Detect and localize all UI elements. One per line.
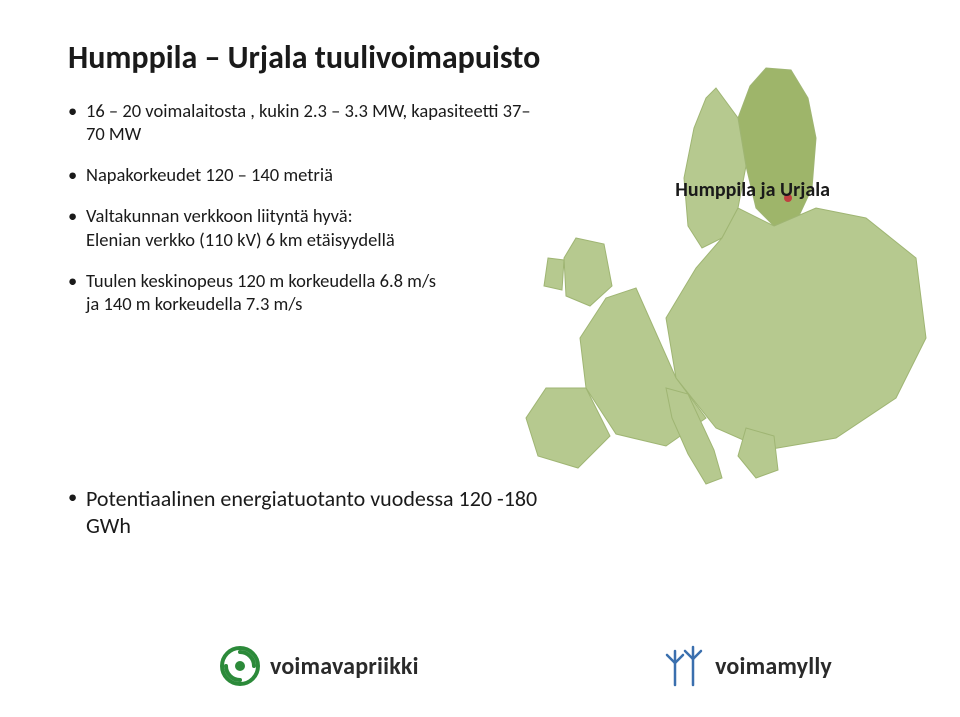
bullet-item: Tuulen keskinopeus 120 m korkeudella 6.8…	[68, 269, 538, 315]
bullet-item: 16 – 20 voimalaitosta , kukin 2.3 – 3.3 …	[68, 99, 538, 145]
slide: Humppila – Urjala tuulivoimapuisto 16 – …	[0, 0, 960, 717]
logos-row: voimavapriikki voimamylly	[0, 645, 960, 687]
bullet-item: Napakorkeudet 120 – 140 metriä	[68, 163, 538, 186]
bullet-text: Potentiaalinen energiatuotanto vuodessa …	[86, 485, 537, 540]
bullet-text: Napakorkeudet 120 – 140 metriä	[86, 163, 333, 186]
logo-text: voimamylly	[715, 652, 832, 681]
map-svg	[516, 58, 936, 498]
bullet-item: Valtakunnan verkkoon liityntä hyvä: Elen…	[68, 204, 538, 250]
bullet-text: 16 – 20 voimalaitosta , kukin 2.3 – 3.3 …	[86, 99, 531, 145]
logo-voimavapriikki: voimavapriikki	[220, 646, 419, 686]
bullet-item: Potentiaalinen energiatuotanto vuodessa …	[68, 485, 538, 540]
windmill-icon	[663, 645, 705, 687]
bullet-text: Tuulen keskinopeus 120 m korkeudella 6.8…	[86, 269, 436, 315]
europe-map: Humppila ja Urjala	[516, 58, 936, 498]
swirl-icon	[220, 646, 260, 686]
bullet-text: Valtakunnan verkkoon liityntä hyvä: Elen…	[86, 204, 395, 250]
logo-voimamylly: voimamylly	[663, 645, 832, 687]
map-label: Humppila ja Urjala	[675, 178, 830, 202]
logo-text: voimavapriikki	[270, 652, 419, 681]
